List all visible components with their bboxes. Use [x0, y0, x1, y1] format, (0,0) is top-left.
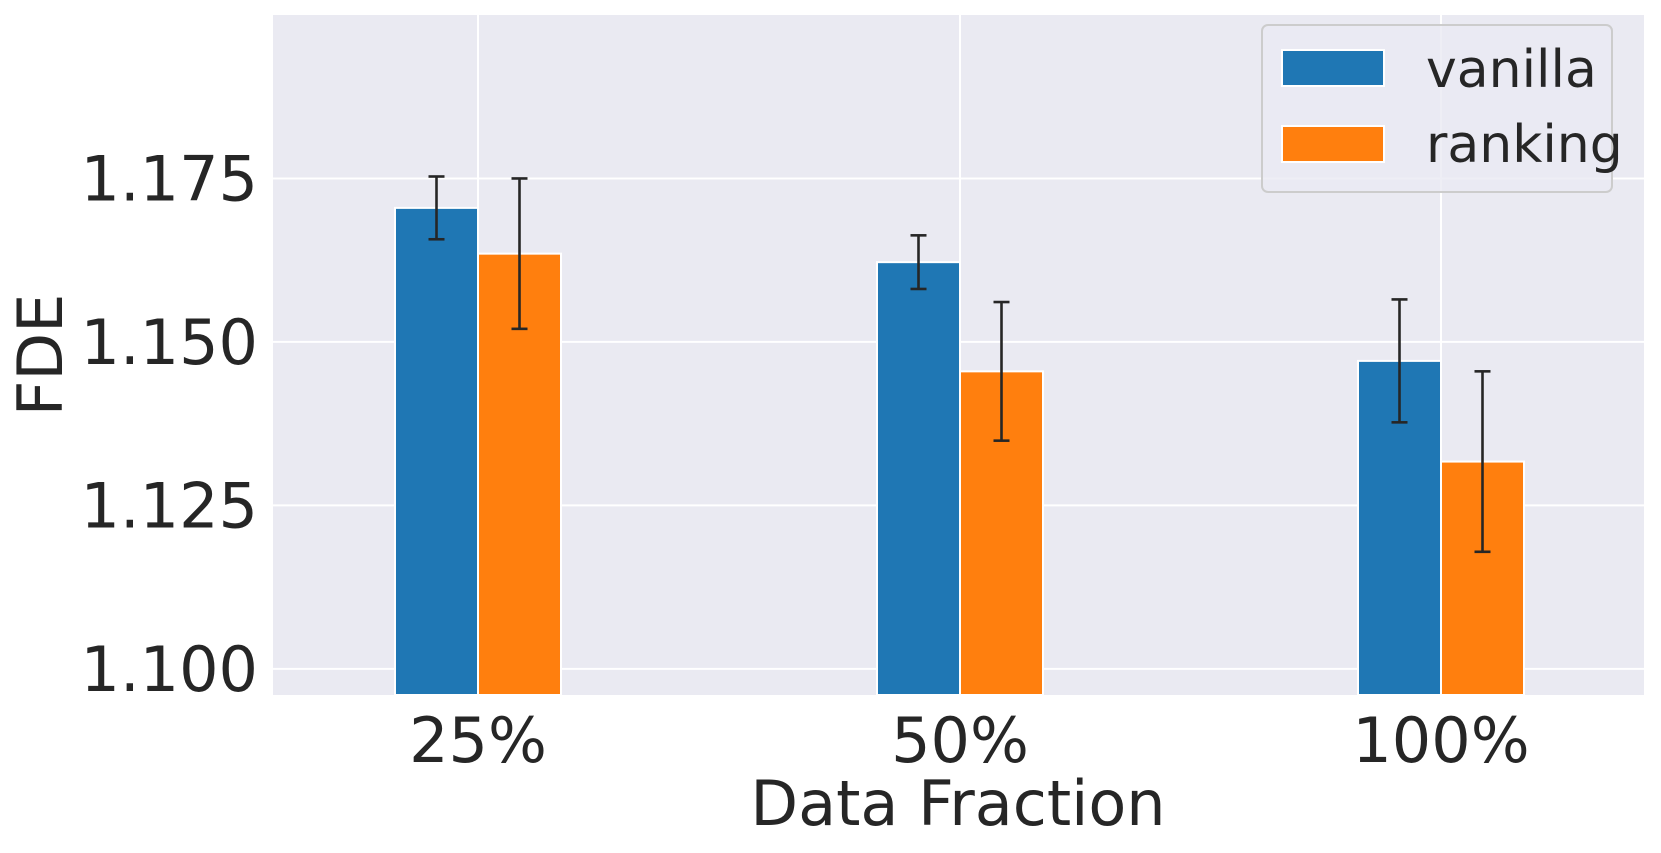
- y-tick-label: 1.100: [81, 633, 259, 706]
- y-axis: 1.100 1.125 1.150 1.175: [81, 142, 259, 705]
- x-tick-label: 50%: [891, 704, 1029, 777]
- legend-swatch-ranking: [1281, 125, 1385, 163]
- error-bars: [428, 175, 1491, 554]
- x-tick-label: 25%: [409, 704, 547, 777]
- error-bar-vanilla-50pct: [910, 234, 927, 291]
- y-tick-label: 1.150: [81, 306, 259, 379]
- bar-vanilla-50pct: [876, 261, 961, 696]
- x-axis-label: Data Fraction: [750, 767, 1165, 840]
- error-bar-ranking-100pct: [1474, 370, 1491, 554]
- y-tick-label: 1.125: [81, 469, 259, 542]
- error-bar-vanilla-100pct: [1391, 298, 1408, 424]
- error-bar-vanilla-25pct: [428, 175, 445, 241]
- bar-vanilla-25pct: [394, 206, 479, 696]
- legend: vanilla ranking: [1261, 24, 1623, 193]
- bar-vanilla-100pct: [1357, 359, 1442, 696]
- error-bar-ranking-50pct: [993, 300, 1010, 442]
- x-tick-label: 100%: [1352, 704, 1529, 777]
- legend-label-vanilla: vanilla: [1426, 40, 1597, 100]
- legend-swatch-vanilla: [1281, 49, 1385, 87]
- legend-label-ranking: ranking: [1426, 115, 1623, 175]
- x-axis: 25% 50% 100%: [409, 704, 1530, 777]
- bars: [394, 206, 1525, 697]
- error-bar-ranking-25pct: [511, 177, 528, 331]
- y-tick-label: 1.175: [81, 142, 259, 215]
- y-axis-label: FDE: [4, 294, 77, 417]
